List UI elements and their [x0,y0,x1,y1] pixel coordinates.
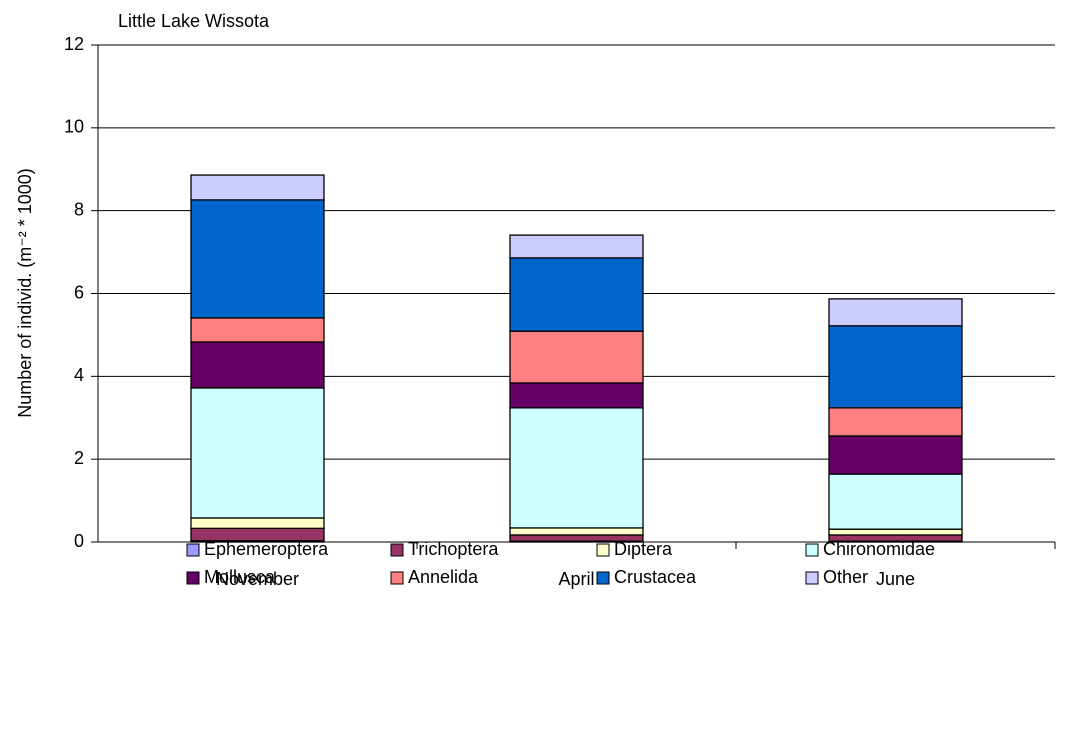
chart-title: Little Lake Wissota [118,11,270,31]
y-tick-label: 4 [74,365,84,385]
y-axis-label: Number of individ. (m⁻² * 1000) [15,168,35,418]
bar-segment [828,407,963,437]
bar-segment [190,341,325,389]
x-tick-label: April [558,569,594,589]
bar-segment [828,325,963,409]
bar-segment [828,528,963,536]
y-tick-label: 2 [74,448,84,468]
x-tick-label: November [216,569,299,589]
y-tick-label: 10 [64,117,84,137]
legend-swatch [596,543,610,557]
bar-segment [190,517,325,529]
y-tick-label: 0 [74,531,84,551]
legend-label: Other [823,567,868,587]
bar-segment [828,298,963,327]
bar-segment [190,317,325,343]
bar-segment [509,257,644,332]
bar-segment [828,435,963,475]
legend-label: Mollusca [204,567,276,587]
bar-segment [509,527,644,536]
bar-segment [190,387,325,519]
legend-swatch [390,543,404,557]
y-tick-label: 8 [74,199,84,219]
legend-swatch [805,571,819,585]
y-tick-label: 6 [74,282,84,302]
legend-swatch [390,571,404,585]
bar-segment [828,473,963,530]
legend-label: Annelida [408,567,479,587]
legend-swatch [596,571,610,585]
bar-segment [509,407,644,529]
bar-segment [509,330,644,384]
legend-label: Diptera [614,539,673,559]
bar-segment [509,382,644,409]
legend-label: Chironomidae [823,539,935,559]
bar-segment [509,234,644,259]
legend-swatch [186,571,200,585]
x-tick-label: June [876,569,915,589]
legend-swatch [805,543,819,557]
bar-segment [190,174,325,201]
bar-segment [190,199,325,319]
legend-swatch [186,543,200,557]
legend-label: Trichoptera [408,539,499,559]
legend-label: Crustacea [614,567,697,587]
legend-label: Ephemeroptera [204,539,329,559]
y-tick-label: 12 [64,34,84,54]
